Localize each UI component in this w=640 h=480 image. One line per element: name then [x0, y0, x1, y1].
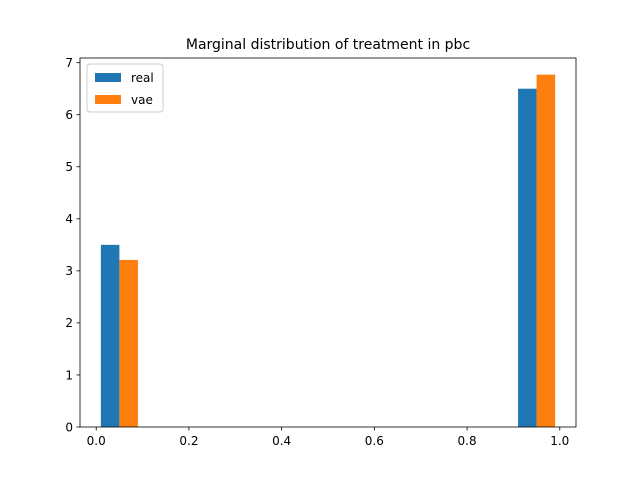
y-tick-label: 6 [65, 108, 73, 122]
legend-label-real: real [131, 71, 154, 85]
x-tick-label: 0.4 [272, 434, 291, 448]
x-tick-label: 1.0 [550, 434, 569, 448]
x-tick-label: 0.8 [458, 434, 477, 448]
y-tick-label: 5 [65, 160, 73, 174]
y-tick-label: 3 [65, 264, 73, 278]
x-tick-label: 0.0 [87, 434, 106, 448]
y-tick-label: 0 [65, 420, 73, 434]
legend-label-vae: vae [131, 93, 153, 107]
x-tick-label: 0.6 [365, 434, 384, 448]
bar-vae-0 [119, 259, 138, 427]
axes-layer: 0.0 0.2 0.4 0.6 0.8 1.0 0 1 2 3 4 5 6 7 [65, 56, 577, 448]
bar-vae-1 [536, 74, 556, 427]
bar-real-1 [518, 88, 537, 427]
y-tick-label: 4 [65, 212, 73, 226]
bar-real-0 [100, 244, 120, 427]
chart-title: Marginal distribution of treatment in pb… [186, 37, 470, 53]
legend-swatch-vae [95, 95, 121, 104]
legend: real vae [86, 63, 164, 113]
x-tick-label: 0.2 [179, 434, 198, 448]
bars-layer [100, 74, 556, 427]
legend-swatch-real [95, 73, 121, 82]
y-tick-label: 7 [65, 56, 73, 70]
y-tick-label: 1 [65, 368, 73, 382]
plot-frame [79, 57, 577, 428]
y-tick-label: 2 [65, 316, 73, 330]
